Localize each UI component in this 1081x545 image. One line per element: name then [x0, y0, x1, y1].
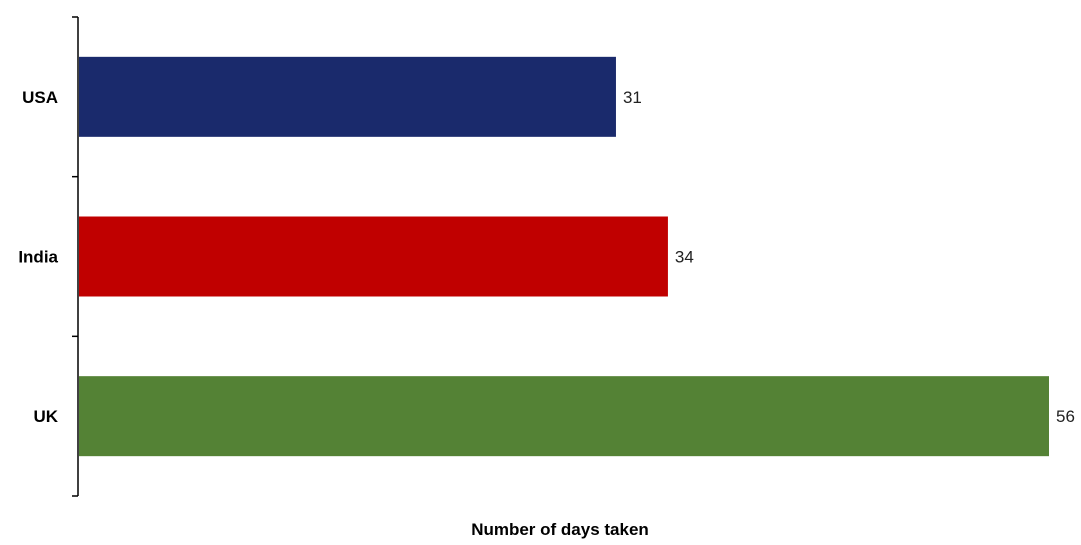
data-label-india: 34	[675, 248, 694, 267]
bars-layer: 31 34 56	[79, 56, 1075, 457]
bar-usa	[79, 56, 616, 137]
category-label-usa: USA	[22, 88, 58, 107]
bar-india	[79, 216, 668, 297]
category-label-uk: UK	[33, 407, 58, 426]
x-axis-title: Number of days taken	[471, 520, 649, 539]
y-axis: USA India UK	[18, 16, 79, 497]
category-label-india: India	[18, 248, 58, 267]
data-label-usa: 31	[623, 88, 642, 107]
bar-uk	[79, 376, 1049, 457]
data-label-uk: 56	[1056, 407, 1075, 426]
